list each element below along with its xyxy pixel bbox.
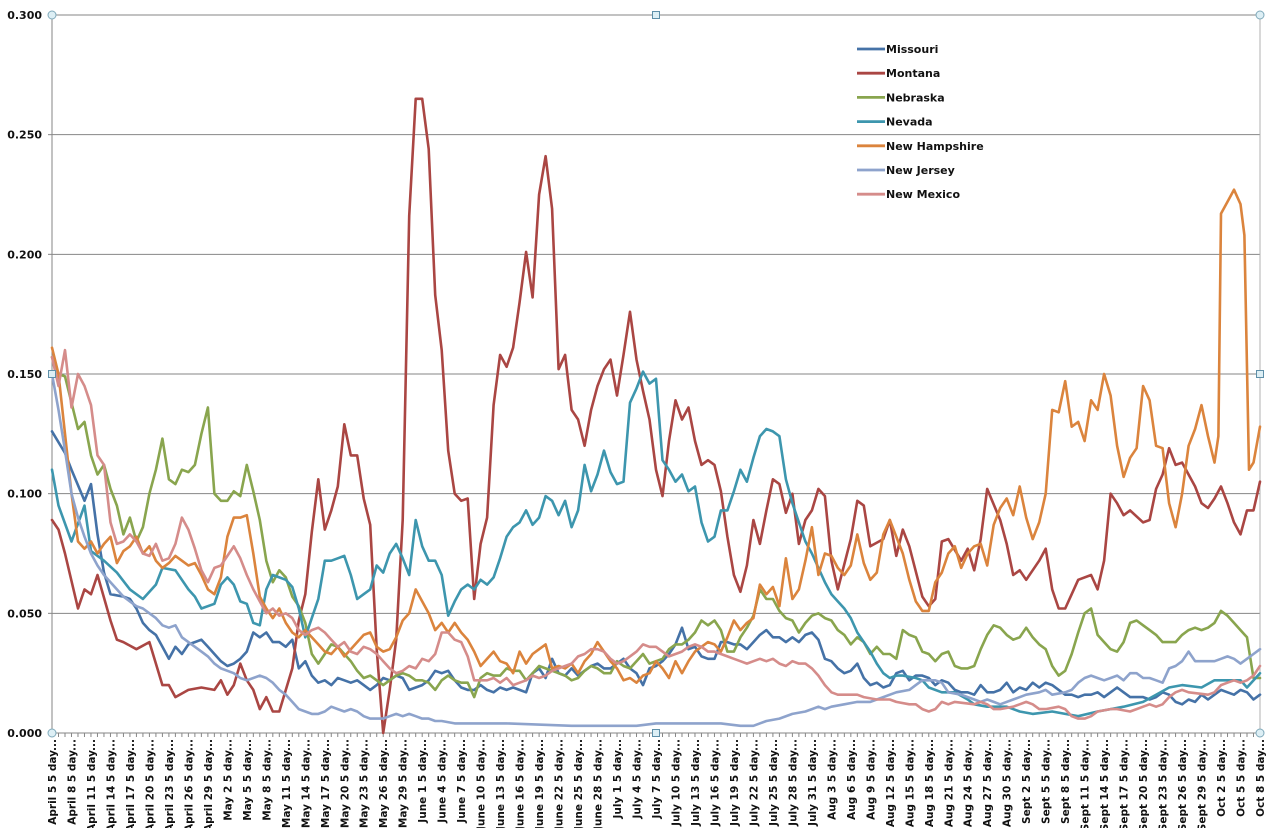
x-tick-label: July 25 5 day... — [768, 739, 780, 827]
legend-label: Missouri — [886, 43, 938, 56]
resize-handle — [47, 728, 57, 738]
x-tick-label: May 29 5 day... — [398, 739, 410, 828]
x-tick-label: May 14 5 day... — [300, 739, 312, 828]
x-tick-label: June 1 5 day... — [417, 739, 429, 824]
x-tick-label: May 26 5 day... — [378, 739, 390, 828]
x-tick-label: April 8 5 day... — [66, 739, 78, 825]
x-tick-label: June 13 5 day... — [495, 739, 507, 828]
series-lines — [50, 97, 1262, 735]
x-tick-label: May 5 5 day... — [242, 739, 254, 821]
x-tick-label: July 31 5 day... — [807, 739, 819, 827]
x-tick-label: April 20 5 day... — [144, 739, 156, 828]
series-line-new-jersey — [50, 372, 1262, 728]
y-tick-label: 0.300 — [7, 9, 42, 22]
x-tick-label: Sept 8 5 day... — [1060, 739, 1072, 824]
x-tick-label: April 29 5 day... — [203, 739, 215, 828]
x-tick-label: May 11 5 day... — [281, 739, 293, 828]
series-line-new-hampshire — [50, 188, 1262, 685]
x-tick-label: Aug 12 5 day... — [885, 739, 897, 827]
x-tick-label: June 7 5 day... — [456, 739, 468, 824]
x-tick-label: July 19 5 day... — [729, 739, 741, 827]
series-line-montana — [50, 97, 1262, 735]
x-tick-label: Aug 30 5 day... — [1002, 739, 1014, 827]
resize-handle — [652, 11, 660, 19]
x-tick-label: April 26 5 day... — [183, 739, 195, 828]
y-tick-label: 0.150 — [7, 368, 42, 381]
x-tick-label: July 7 5 day... — [651, 739, 663, 820]
legend: Missouri Montana Nebraska Nevada New Hampshi… — [857, 43, 984, 201]
x-tick-label: April 23 5 day... — [164, 739, 176, 828]
x-tick-label: Sept 20 5 day... — [1138, 739, 1150, 828]
x-tick-label: July 4 5 day... — [632, 739, 644, 820]
x-tick-label: May 20 5 day... — [339, 739, 351, 828]
x-tick-label: July 13 5 day... — [690, 739, 702, 827]
legend-label: New Jersey — [886, 164, 955, 177]
series-line-new-mexico — [50, 348, 1262, 720]
resize-handle — [1255, 10, 1265, 20]
x-tick-label: July 10 5 day... — [670, 739, 682, 827]
x-tick-label: April 14 5 day... — [105, 739, 117, 828]
x-tick-label: Aug 21 5 day... — [943, 739, 955, 827]
y-tick-label: 0.050 — [7, 607, 42, 620]
x-tick-label: June 22 5 day... — [554, 739, 566, 828]
resize-handle — [1256, 370, 1264, 378]
x-tick-label: July 1 5 day... — [612, 739, 624, 820]
x-tick-label: May 23 5 day... — [359, 739, 371, 828]
x-tick-label: June 19 5 day... — [534, 739, 546, 828]
series-line-nevada — [50, 370, 1262, 718]
gridlines — [52, 14, 1260, 734]
resize-handle — [48, 370, 56, 378]
x-tick-label: Sept 5 5 day... — [1041, 739, 1053, 824]
y-tick-label: 0.250 — [7, 129, 42, 142]
resize-handle — [652, 729, 660, 737]
x-tick-label: Sept 23 5 day... — [1158, 739, 1170, 828]
x-tick-label: June 28 5 day... — [593, 739, 605, 828]
x-tick-label: Sept 11 5 day... — [1080, 739, 1092, 828]
x-tick-label: June 10 5 day... — [476, 739, 488, 828]
x-tick-label: Sept 14 5 day... — [1099, 739, 1111, 828]
legend-label: New Mexico — [886, 188, 960, 201]
x-tick-label: Aug 18 5 day... — [924, 739, 936, 827]
x-tick-label: Sept 29 5 day... — [1197, 739, 1209, 828]
axes: 0.000 0.050 0.100 0.150 0.200 0.250 0.300 April… — [7, 9, 1267, 828]
selection-handles — [47, 10, 1265, 738]
x-tick-label: July 16 5 day... — [709, 739, 721, 827]
x-tick-label: May 17 5 day... — [320, 739, 332, 828]
x-tick-label: Oct 2 5 day... — [1216, 739, 1228, 817]
x-tick-label: Aug 3 5 day... — [826, 739, 838, 820]
legend-label: Nevada — [886, 116, 933, 129]
resize-handle — [47, 10, 57, 20]
x-tick-label: April 5 5 day... — [47, 739, 59, 825]
x-tick-label: Sept 26 5 day... — [1177, 739, 1189, 828]
y-tick-label: 0.000 — [7, 727, 42, 740]
x-tick-label: Aug 9 5 day... — [865, 739, 877, 820]
x-tick-label: Sept 2 5 day... — [1021, 739, 1033, 824]
legend-label: Montana — [886, 67, 940, 80]
x-tick-label: Aug 6 5 day... — [846, 739, 858, 820]
resize-handle — [1255, 728, 1265, 738]
x-tick-label: April 11 5 day... — [86, 739, 98, 828]
x-tick-label: Aug 15 5 day... — [904, 739, 916, 827]
x-tick-label: June 4 5 day... — [437, 739, 449, 824]
x-tick-label: May 8 5 day... — [261, 739, 273, 821]
y-tick-label: 0.100 — [7, 488, 42, 501]
legend-label: Nebraska — [886, 91, 945, 104]
y-tick-label: 0.200 — [7, 248, 42, 261]
x-tick-label: July 28 5 day... — [787, 739, 799, 827]
x-tick-label: June 16 5 day... — [515, 739, 527, 828]
x-tick-label: Oct 8 5 day... — [1255, 739, 1267, 817]
x-tick-label: May 2 5 day... — [222, 739, 234, 821]
x-tick-label: Oct 5 5 day... — [1236, 739, 1248, 817]
legend-label: New Hampshire — [886, 140, 984, 153]
x-tick-label: April 17 5 day... — [125, 739, 137, 828]
x-tick-label: Sept 17 5 day... — [1119, 739, 1131, 828]
x-tick-label: July 22 5 day... — [748, 739, 760, 827]
x-tick-label: Aug 27 5 day... — [982, 739, 994, 827]
x-tick-label: June 25 5 day... — [573, 739, 585, 828]
x-tick-label: Aug 24 5 day... — [963, 739, 975, 827]
